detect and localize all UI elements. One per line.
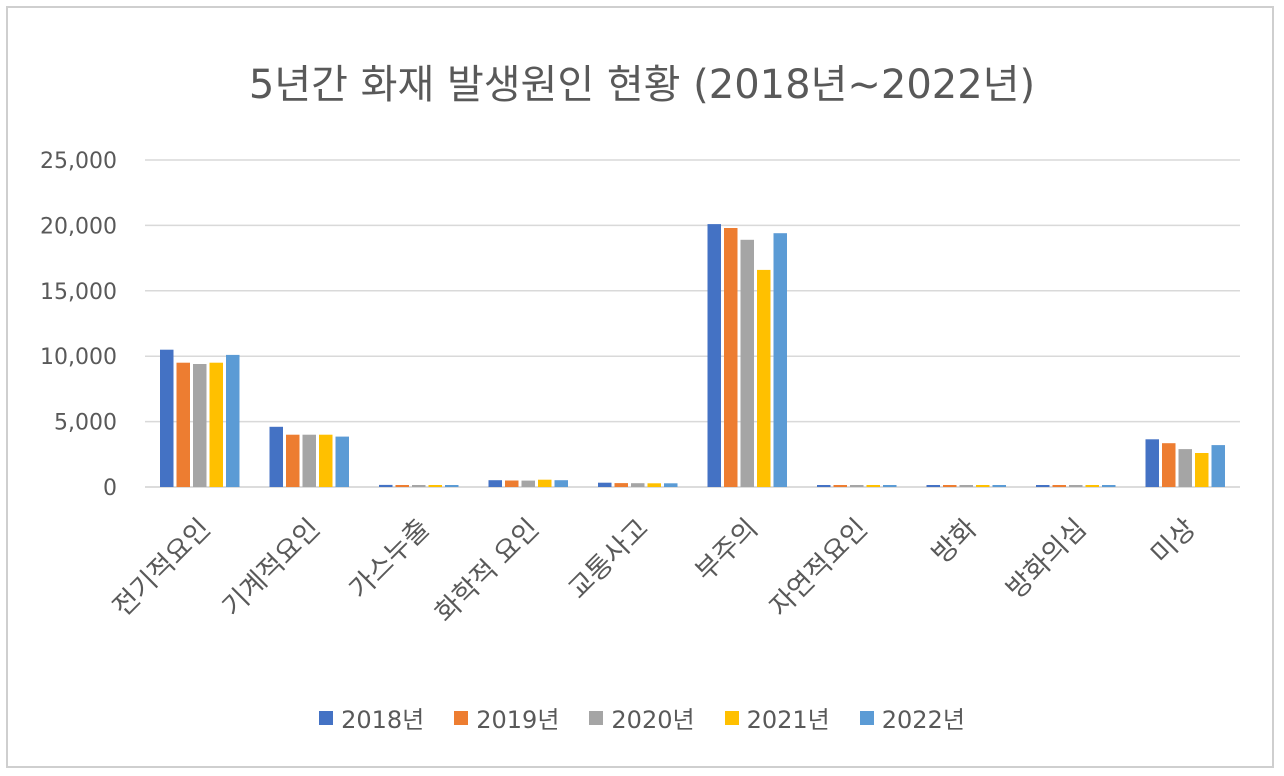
y-tick-label: 20,000 <box>40 214 117 239</box>
legend-swatch <box>859 710 874 725</box>
x-tick-label: 방화 <box>926 513 983 570</box>
y-tick-label: 5,000 <box>54 411 117 436</box>
bar <box>1195 453 1209 487</box>
legend-label: 2018년 <box>341 706 425 734</box>
bar <box>1069 485 1083 487</box>
bar <box>286 434 300 487</box>
y-tick-label: 10,000 <box>40 345 117 370</box>
bar <box>269 426 283 487</box>
bar <box>505 480 519 487</box>
legend-item: 2020년 <box>589 700 695 735</box>
bar <box>176 362 190 487</box>
bar <box>614 483 628 487</box>
bar <box>817 485 831 487</box>
bar <box>866 485 880 487</box>
bar <box>943 485 957 487</box>
bar <box>521 480 535 487</box>
legend-swatch <box>319 710 334 725</box>
bar <box>538 479 552 487</box>
legend-swatch <box>724 710 739 725</box>
bar <box>193 364 207 487</box>
legend-item: 2021년 <box>724 700 830 735</box>
bar <box>1211 445 1225 487</box>
bar <box>959 485 973 487</box>
bar <box>598 482 612 487</box>
bar <box>319 434 333 487</box>
bar <box>833 485 847 487</box>
legend-label: 2021년 <box>746 706 830 734</box>
bar <box>1036 485 1050 487</box>
bar <box>976 485 990 487</box>
bar <box>883 485 897 487</box>
x-tick-label: 부주의 <box>690 513 765 588</box>
bar <box>992 485 1006 487</box>
bar <box>554 480 568 487</box>
bar <box>302 434 316 487</box>
x-tick-label: 미상 <box>1145 513 1202 570</box>
bar <box>773 233 787 487</box>
y-axis: 0 5,000 10,000 15,000 20,000 25,000 <box>40 149 117 501</box>
bar <box>850 485 864 487</box>
x-tick-label: 교통사고 <box>563 513 655 605</box>
x-tick-label: 기계적요인 <box>217 513 327 623</box>
x-tick-label: 전기적요인 <box>107 513 217 623</box>
y-tick-label: 25,000 <box>40 149 117 174</box>
bar <box>1145 439 1159 487</box>
bar <box>1178 449 1192 487</box>
bar <box>428 485 442 487</box>
bar <box>1162 443 1176 487</box>
legend-label: 2020년 <box>611 706 695 734</box>
chart-title: 5년간 화재 발생원인 현황 (2018년~2022년) <box>248 62 1036 108</box>
bar <box>412 485 426 487</box>
bar <box>445 485 459 487</box>
bar <box>395 485 409 487</box>
gridlines <box>145 159 1240 488</box>
bar <box>647 483 661 487</box>
bar <box>226 354 240 487</box>
bar <box>1102 485 1116 487</box>
bar <box>707 224 721 487</box>
bar <box>335 436 349 487</box>
legend-item: 2018년 <box>319 700 424 735</box>
bar <box>926 485 940 487</box>
legend-swatch <box>454 710 469 725</box>
bar <box>1085 485 1099 487</box>
legend-swatch <box>589 710 604 725</box>
bar <box>664 483 678 487</box>
bar <box>740 239 754 487</box>
bar <box>631 483 645 487</box>
x-tick-label: 화학적 요인 <box>429 513 545 629</box>
bar <box>160 349 174 487</box>
bar <box>1052 485 1066 487</box>
bar <box>379 484 393 487</box>
bar <box>757 269 771 487</box>
x-tick-label: 가스누출 <box>344 513 436 605</box>
legend: 2018년 2019년 2020년 2021년 2022년 <box>0 700 1284 735</box>
bars <box>160 224 1225 487</box>
x-tick-label: 방화의심 <box>1001 513 1093 605</box>
x-tick-label: 자연적요인 <box>764 513 874 623</box>
bar <box>209 362 223 487</box>
bar <box>724 228 738 487</box>
legend-label: 2022년 <box>881 706 965 734</box>
legend-item: 2022년 <box>859 700 965 735</box>
legend-item: 2019년 <box>454 700 559 735</box>
y-tick-label: 15,000 <box>40 280 117 305</box>
legend-label: 2019년 <box>476 706 560 734</box>
y-tick-label: 0 <box>103 476 117 501</box>
bar <box>488 480 502 487</box>
